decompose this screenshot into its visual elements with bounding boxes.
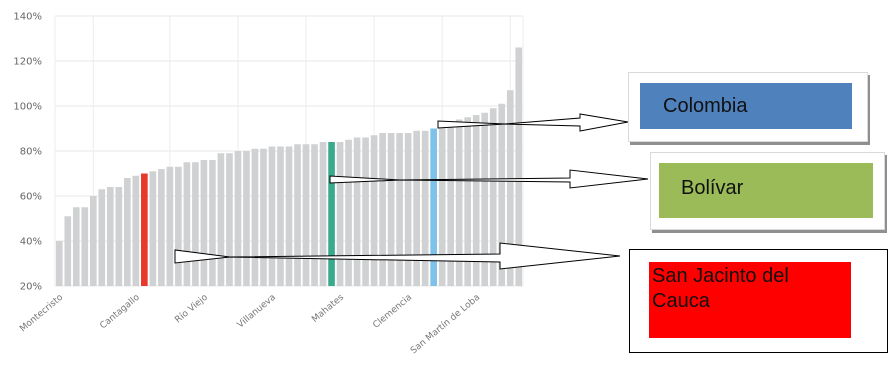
bar — [158, 169, 165, 286]
bar — [447, 124, 454, 286]
bar — [98, 189, 106, 286]
arrow-to-bolivar — [329, 169, 649, 189]
bar — [132, 175, 140, 286]
callout-colombia-label: Colombia — [640, 83, 852, 129]
bar — [175, 166, 182, 286]
callout-colombia: Colombia — [628, 72, 868, 142]
highlight-bar — [328, 142, 335, 286]
highlight-bar — [141, 173, 148, 286]
bar — [64, 216, 72, 286]
bar — [200, 160, 208, 286]
bar — [498, 103, 506, 286]
bar — [166, 166, 174, 286]
x-tick-label: Cantagallo — [98, 292, 142, 331]
callout-san-jacinto-label: San Jacinto del Cauca — [649, 262, 851, 338]
bar — [464, 117, 472, 286]
bar — [81, 207, 89, 286]
bar — [319, 142, 327, 286]
callout-bolivar: Bolívar — [650, 152, 885, 230]
bar — [294, 144, 301, 286]
bar — [277, 146, 284, 286]
bar — [481, 112, 489, 286]
bar — [124, 178, 131, 286]
y-tick-label: 120% — [13, 57, 42, 68]
highlight-bar — [430, 128, 437, 286]
bar — [106, 187, 114, 286]
y-tick-label: 140% — [13, 12, 42, 23]
y-tick-label: 60% — [20, 192, 42, 203]
bar — [183, 162, 191, 286]
bar — [251, 148, 259, 286]
bar — [55, 241, 63, 286]
bar — [209, 160, 216, 286]
bar — [260, 148, 267, 286]
bar — [404, 133, 412, 286]
callout-san-jacinto: San Jacinto del Cauca — [629, 249, 888, 353]
bar — [345, 139, 352, 286]
y-axis-ticks: 20% 40% 60% 80% 100% 120% 140% — [13, 12, 42, 293]
callout-bolivar-label: Bolívar — [659, 163, 873, 218]
bar — [217, 153, 225, 286]
bar — [226, 153, 233, 286]
bar — [115, 187, 123, 286]
bar — [149, 171, 157, 286]
y-tick-label: 80% — [20, 147, 42, 158]
y-tick-label: 40% — [20, 237, 42, 248]
bar — [472, 115, 480, 286]
x-tick-label: Montecristo — [18, 292, 65, 334]
bar — [421, 130, 429, 286]
bar — [379, 133, 386, 286]
chart-bars — [55, 47, 523, 286]
bar — [72, 207, 80, 286]
bar — [192, 162, 199, 286]
x-tick-label: Río Viejo — [173, 292, 210, 325]
y-tick-label: 100% — [13, 102, 42, 113]
arrow-to-colombia — [437, 113, 629, 132]
callout-arrows — [174, 113, 649, 270]
bar — [370, 135, 378, 286]
bar — [515, 47, 523, 286]
bar — [353, 137, 361, 286]
x-tick-label: Clemencia — [371, 293, 414, 331]
bar — [455, 119, 463, 286]
bar — [243, 151, 250, 286]
bar — [302, 144, 310, 286]
x-tick-label: San Martín de Loba — [409, 293, 482, 357]
bar — [413, 130, 420, 286]
bar — [311, 144, 318, 286]
bar — [268, 146, 276, 286]
bar — [89, 196, 97, 286]
x-axis-ticks: Montecristo Cantagallo Río Viejo Villanueva… — [18, 292, 482, 356]
arrow-to-san-jacinto — [174, 242, 621, 270]
x-tick-label: Mahates — [310, 292, 346, 324]
bar — [234, 151, 242, 286]
bar — [362, 137, 369, 286]
bar — [438, 126, 446, 286]
bar — [285, 146, 293, 286]
bar — [506, 90, 514, 286]
y-tick-label: 20% — [20, 282, 42, 293]
bar — [489, 108, 497, 286]
bar — [396, 133, 403, 286]
x-tick-label: Villanueva — [236, 293, 278, 331]
bar — [387, 133, 395, 286]
bar — [336, 142, 344, 286]
